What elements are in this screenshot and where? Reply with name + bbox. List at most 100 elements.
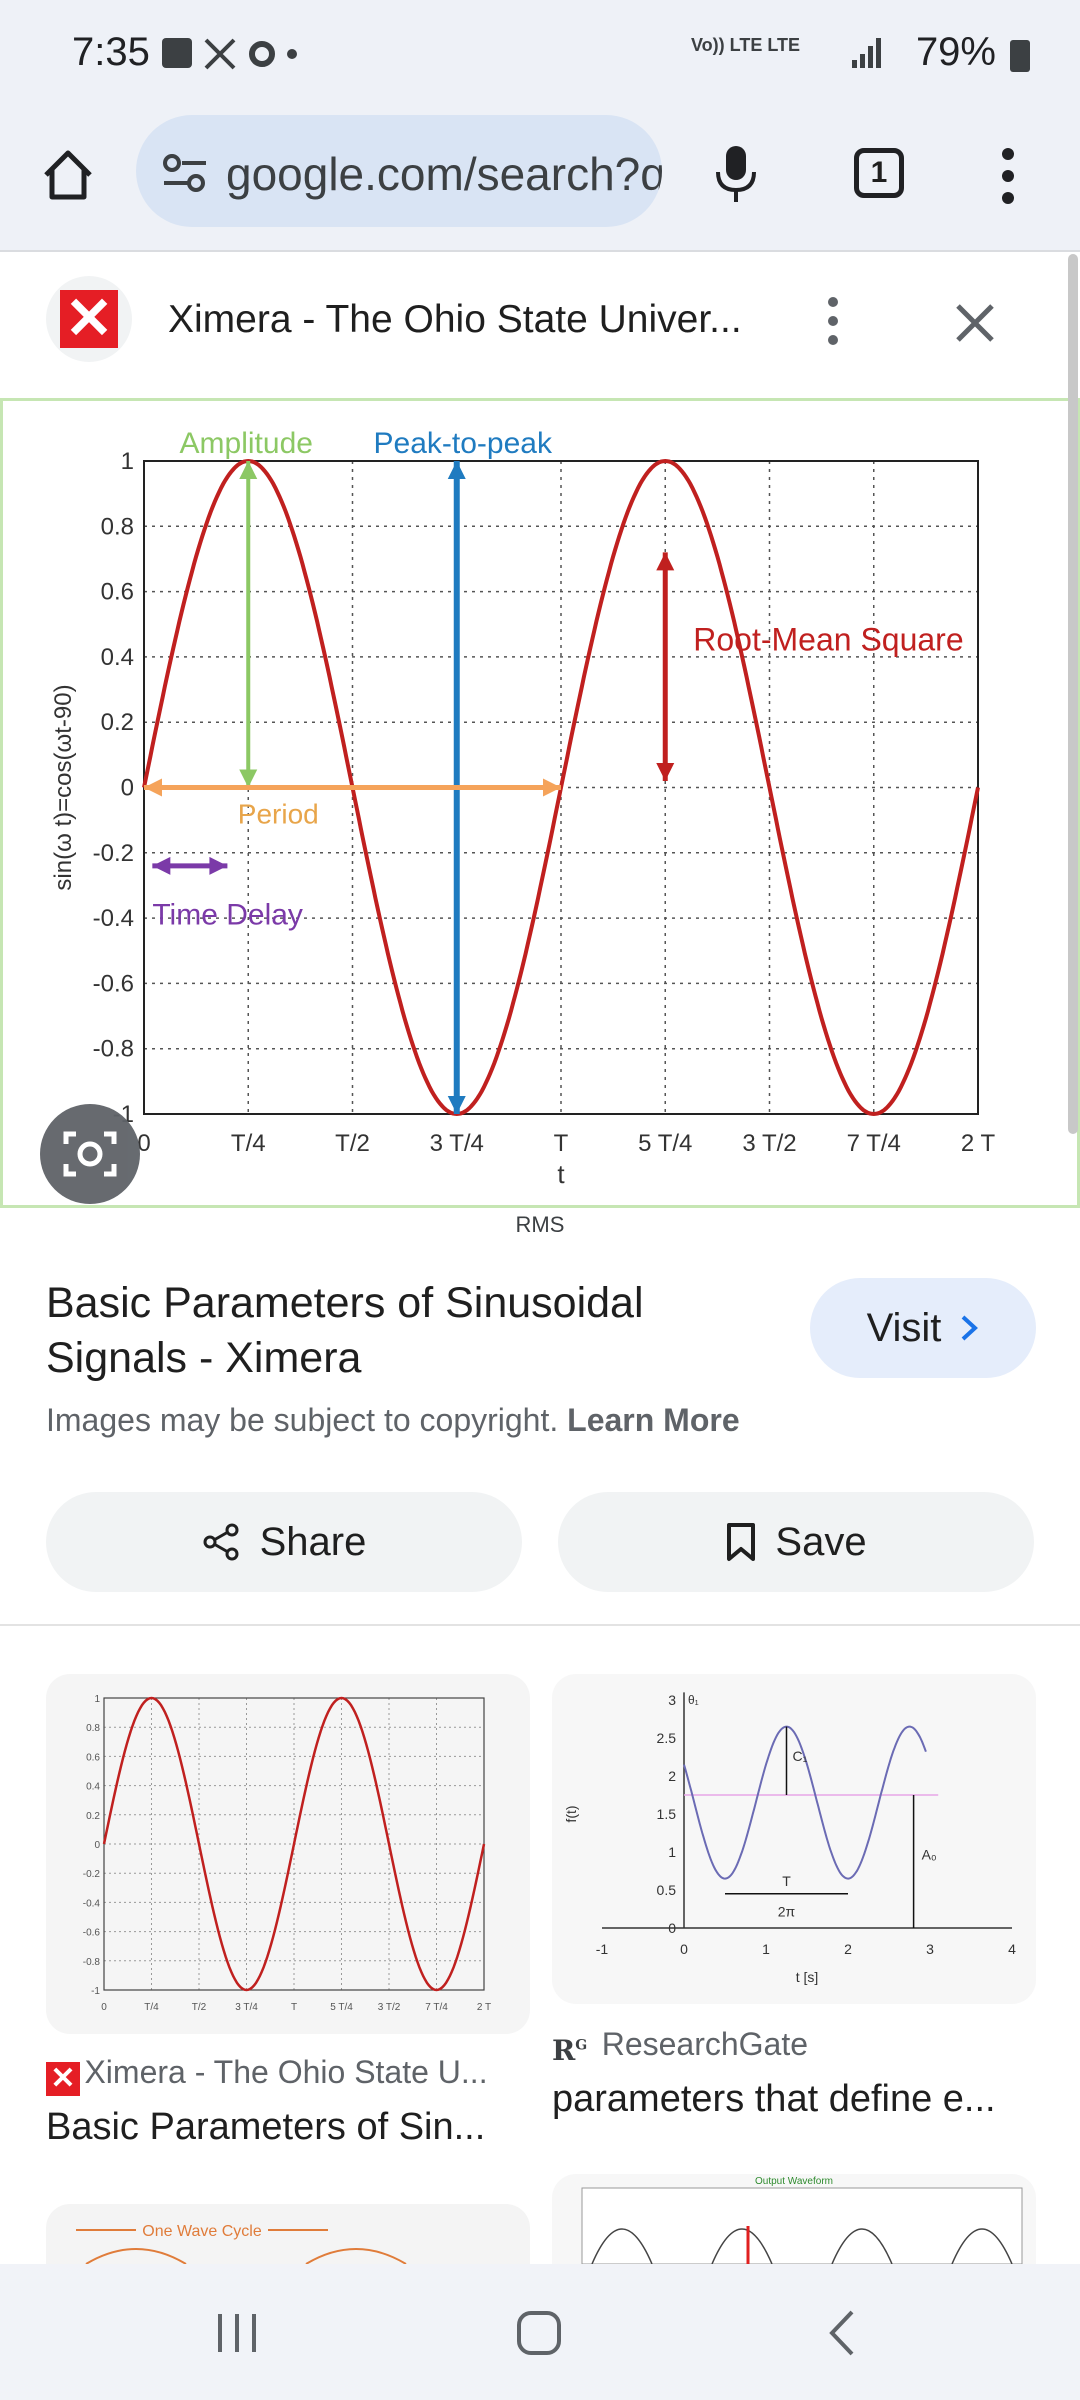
more-vert-icon	[828, 297, 838, 345]
thumbnail-cosine-chart: -1 0 1 2 3 4 3 2.5 2 1.5 1 0.5 0 t [s] f(t) C₁ A₀ T 2π θ₁	[563, 1692, 1016, 1985]
visit-label: Visit	[866, 1305, 942, 1350]
home-button[interactable]	[38, 145, 98, 205]
x-axis-label: t	[557, 1159, 565, 1189]
period-label: T	[782, 1873, 791, 1889]
browser-menu-button[interactable]	[1000, 146, 1016, 206]
related-thumbnail-1[interactable]: 0 T/4 T/2 3 T/4 T 5 T/4 3 T/2 7 T/4 2 T 1 0.8 0.6 0.…	[46, 1674, 530, 2034]
thumb-title: Output Waveform	[755, 2176, 833, 2187]
home-square-icon	[517, 2311, 561, 2355]
x-tick-label: 3 T/4	[235, 2002, 258, 2013]
more-vert-icon	[1002, 148, 1014, 204]
related-title-1[interactable]: Basic Parameters of Sin...	[46, 2106, 486, 2148]
sine-curve	[102, 1696, 486, 1992]
ximera-logo-icon: ✕	[60, 290, 118, 348]
y-tick-label: 0	[121, 775, 134, 802]
x-tick-label: -1	[596, 1941, 609, 1957]
share-icon	[203, 1523, 239, 1561]
x-axis-label: t [s]	[796, 1969, 819, 1985]
y-tick-label: -0.6	[93, 970, 134, 997]
period-label: Period	[238, 799, 319, 830]
y-axis-label: sin(ω t)=cos(ωt-90)	[50, 684, 77, 890]
address-bar[interactable]: google.com/search?q=sinusoidal	[136, 115, 662, 227]
home-nav-button[interactable]	[514, 2308, 564, 2363]
save-button[interactable]: Save	[558, 1492, 1034, 1592]
y-tick-label: -0.6	[83, 1928, 101, 1939]
save-label: Save	[775, 1519, 867, 1564]
time-delay-arrow	[152, 856, 228, 875]
close-button[interactable]	[950, 298, 1000, 348]
related-thumbnail-3[interactable]: One Wave Cycle	[46, 2204, 530, 2264]
x-tick-label: 0	[680, 1941, 688, 1957]
share-button[interactable]: Share	[46, 1492, 522, 1592]
y-tick-label: -0.4	[93, 905, 134, 932]
y-tick-label: -0.8	[83, 1957, 101, 1968]
x-tick-label: 1	[762, 1941, 770, 1957]
settings-icon	[249, 41, 275, 67]
y-tick-label: 0.5	[657, 1882, 677, 1898]
x-tick-label: 5 T/4	[330, 2002, 353, 2013]
y-tick-label: 1	[121, 448, 134, 475]
thumbnail-sine-chart: 0 T/4 T/2 3 T/4 T 5 T/4 3 T/2 7 T/4 2 T 1 0.8 0.6 0.…	[83, 1694, 491, 2013]
x-tick-label: 5 T/4	[638, 1130, 692, 1157]
y-axis-label: f(t)	[563, 1805, 579, 1822]
battery-percent: 79%	[915, 30, 996, 74]
visit-button[interactable]: Visit	[810, 1278, 1036, 1378]
x-tick-label: T/2	[335, 1130, 370, 1157]
x-tick-label: T/4	[231, 1130, 266, 1157]
battery-icon	[1010, 40, 1030, 72]
y-tick-label: 3	[668, 1692, 676, 1708]
result-more-button[interactable]	[826, 296, 840, 346]
scrollbar[interactable]	[1068, 254, 1078, 1134]
sinusoid-chart: 0 T/4 T/2 3 T/4 T 5 T/4 3 T/2 7 T/4 2 T 1 0.8 0.6 0.…	[50, 427, 995, 1189]
x-tick-label: T	[554, 1130, 569, 1157]
image-caption: RMS	[515, 1212, 565, 1237]
x-tick-label: T/4	[144, 2002, 159, 2013]
bookmark-icon	[727, 1523, 756, 1561]
x-tick-label: 7 T/4	[425, 2002, 448, 2013]
period-arrow	[144, 778, 561, 797]
status-time: 7:35	[72, 30, 150, 74]
recents-button[interactable]	[212, 2308, 262, 2363]
result-site-title[interactable]: Ximera - The Ohio State Univer...	[168, 298, 742, 341]
site-favicon: ✕	[46, 276, 132, 362]
site-info-icon[interactable]	[162, 153, 208, 193]
y-tick-label: 0.8	[101, 513, 134, 540]
lens-button[interactable]	[40, 1104, 140, 1204]
y-tick-label: 0.6	[86, 1752, 100, 1763]
x-tick-label: 3 T/2	[742, 1130, 796, 1157]
y-tick-label: -0.2	[93, 840, 134, 867]
related-title-2[interactable]: parameters that define e...	[552, 2078, 996, 2120]
y-tick-label: -1	[91, 1986, 100, 1997]
dot-icon	[287, 49, 297, 59]
y-tick-label: 0	[668, 1920, 676, 1936]
back-button[interactable]	[820, 2308, 870, 2363]
cycle-label: One Wave Cycle	[142, 2223, 262, 2240]
divider	[0, 1624, 1080, 1626]
y-tick-label: 2	[668, 1768, 676, 1784]
camera-search-icon	[63, 1131, 117, 1177]
rms-arrow	[656, 552, 675, 781]
x-tick-label: T/2	[192, 2002, 207, 2013]
learn-more-link[interactable]: Learn More	[567, 1402, 740, 1438]
related-source-name: Ximera - The Ohio State U...	[84, 2054, 488, 2090]
theta-label: θ₁	[688, 1693, 699, 1707]
y-tick-label: 0.8	[86, 1723, 100, 1734]
c1-label: C₁	[793, 1748, 808, 1764]
related-thumbnail-4[interactable]: Output Waveform	[552, 2174, 1036, 2264]
home-icon	[44, 150, 92, 200]
voice-search-button[interactable]	[712, 144, 760, 204]
tab-switcher-button[interactable]: 1	[854, 148, 904, 198]
amplitude-label: Amplitude	[180, 427, 313, 460]
a0-label: A₀	[922, 1847, 937, 1863]
recents-icon	[218, 2314, 256, 2352]
y-tick-label: 0.2	[86, 1811, 100, 1822]
x-tick-label: 0	[137, 1130, 150, 1157]
tools-icon	[204, 38, 236, 70]
researchgate-logo-icon: RG	[552, 2034, 588, 2068]
result-title[interactable]: Basic Parameters of Sinusoidal Signals -…	[46, 1279, 644, 1382]
related-thumbnail-2[interactable]: -1 0 1 2 3 4 3 2.5 2 1.5 1 0.5 0 t [s] f(t) C₁ A₀ T 2π θ₁	[552, 1674, 1036, 2004]
system-nav-bar	[0, 2264, 1080, 2400]
y-tick-label: 0.6	[101, 579, 134, 606]
result-image[interactable]: 0 T/4 T/2 3 T/4 T 5 T/4 3 T/2 7 T/4 2 T 1 0.8 0.6 0.…	[0, 398, 1080, 1208]
x-tick-label: 2 T	[477, 2002, 491, 2013]
